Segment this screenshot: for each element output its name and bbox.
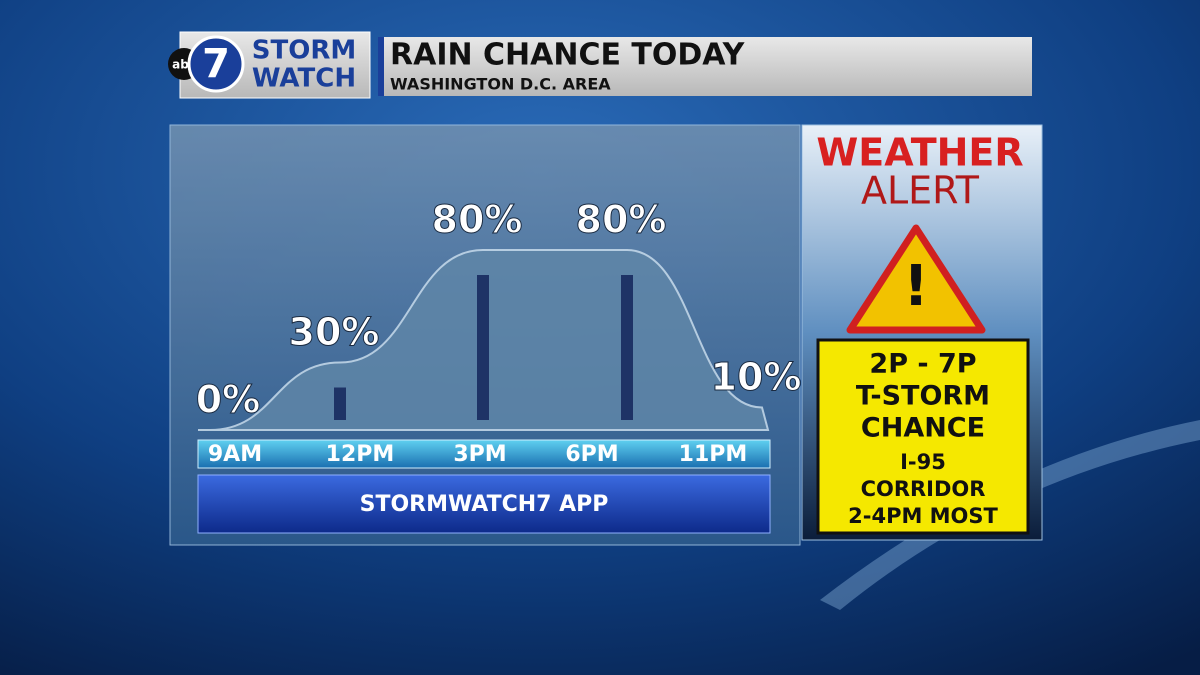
category-label: 9AM [208,442,262,467]
warning-triangle [846,224,986,334]
title-accent [378,37,384,96]
alert-box-line: 2-4PM MOST [848,504,998,528]
logo-number: 7 [202,41,230,87]
alert-line2: ALERT [861,169,980,213]
category-label: 3PM [453,442,506,467]
logo-line1: STORM [252,36,356,66]
value-label: 10% [711,355,802,399]
seven-circle [187,35,245,93]
logo-line2: WATCH [252,64,356,94]
category-label: 11PM [679,442,748,467]
swoosh [820,420,1200,610]
title: RAIN CHANCE TODAY [390,38,746,73]
value-bar [621,275,633,420]
subtitle: WASHINGTON D.C. AREA [390,75,611,94]
header: abc 7 STORM WATCH RAIN CHANCE TODAY WASH… [168,31,1032,99]
alert-box-line: T-STORM [856,381,990,412]
value-label: 80% [432,198,523,242]
alert-box-line: I-95 [900,450,946,474]
value-label: 0% [196,378,261,422]
app-button [197,474,771,534]
chart: 0% 30% 80% 80% 10% [195,197,802,431]
title-bar [378,37,1032,96]
category-label: 6PM [565,442,618,467]
value-label: 30% [289,310,380,354]
app-button-label: STORMWATCH7 APP [360,492,609,517]
alert-box-line: CHANCE [861,413,985,444]
value-label: 80% [576,198,667,242]
category-label: 12PM [326,442,395,467]
alert-box-line: CORRIDOR [861,477,986,501]
alert-line1: WEATHER [816,131,1023,175]
value-bar [477,275,489,420]
alert-box-line: 2P - 7P [869,349,976,380]
warning-mark: ! [903,254,929,319]
alert-box [816,338,1030,535]
value-bar [334,387,346,420]
category-strip [197,439,771,469]
